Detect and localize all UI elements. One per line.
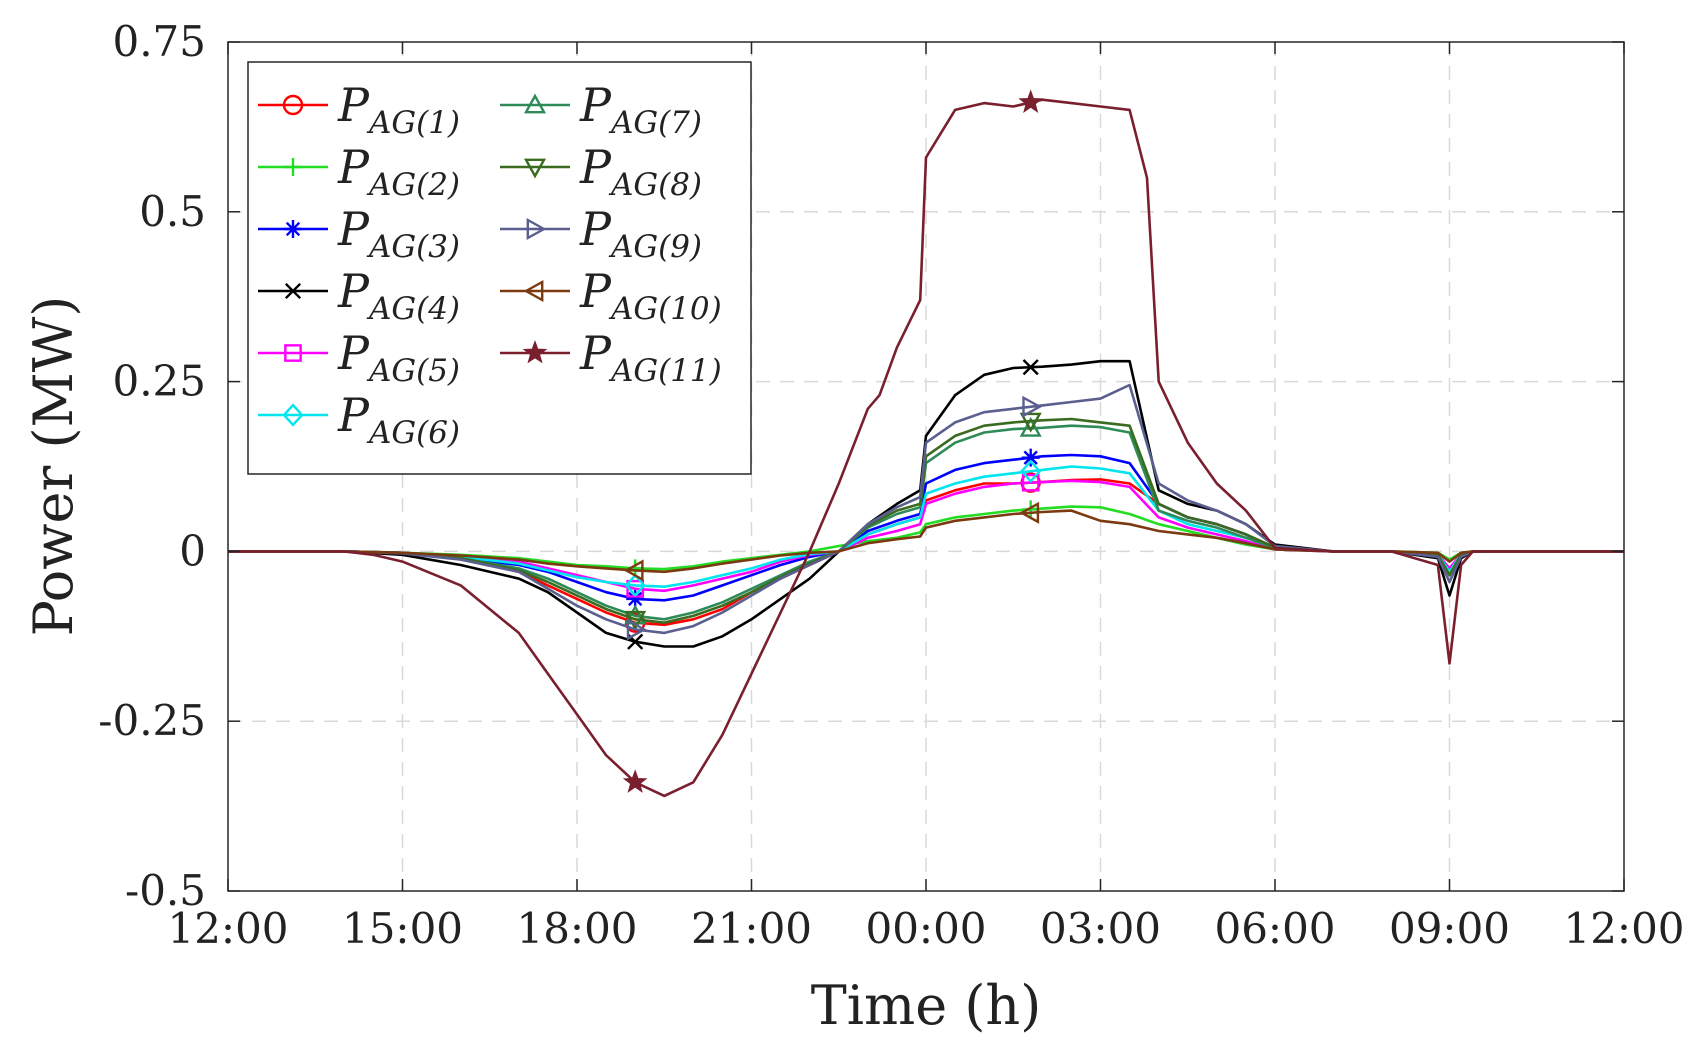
x-tick-label: 09:00: [1389, 904, 1510, 953]
y-tick-label: 0: [179, 526, 206, 575]
legend-marker: [282, 403, 304, 427]
legend-label-main: P: [579, 202, 612, 256]
legend-marker: [284, 158, 302, 176]
series-line: [228, 98, 1624, 798]
legend-marker: [523, 93, 547, 114]
legend-item: PAG(3): [258, 202, 460, 265]
legend-item: PAG(10): [500, 264, 722, 327]
legend-item: PAG(7): [500, 78, 702, 141]
x-axis-label: Time (h): [811, 974, 1042, 1037]
legend-label-main: P: [579, 264, 612, 318]
legend-label: PAG(3): [337, 202, 460, 265]
series-marker: [1021, 473, 1040, 492]
series-marker: [623, 559, 644, 582]
series-marker: [626, 589, 645, 608]
legend-label-sub: AG(9): [608, 229, 702, 265]
legend-label-main: P: [337, 264, 370, 318]
series-marker: [622, 769, 648, 793]
legend-marker: [284, 344, 302, 362]
series-ag-11: [228, 89, 1624, 798]
series-marker: [624, 610, 647, 631]
legend-label-main: P: [337, 78, 370, 132]
legend-item: PAG(6): [258, 388, 460, 451]
legend-label: PAG(9): [579, 202, 702, 265]
series-marker: [1022, 395, 1043, 418]
legend-marker: [523, 158, 547, 179]
series-marker: [1019, 416, 1042, 437]
legend-label: PAG(4): [337, 264, 460, 327]
legend-marker: [523, 279, 544, 303]
y-tick-label: 0.25: [112, 357, 206, 406]
legend-label-main: P: [337, 140, 370, 194]
legend-marker: [526, 217, 547, 241]
legend-item: PAG(8): [500, 140, 702, 203]
x-tick-label: 15:00: [342, 904, 463, 953]
legend-label-main: P: [579, 78, 612, 132]
legend-label-sub: AG(11): [608, 353, 722, 389]
ticks: 12:00 15:00 18:00 21:00 00:00 03:00 06:00 09:00…: [98, 17, 1684, 953]
series-layer: [228, 89, 1624, 798]
legend-label-sub: AG(8): [608, 167, 702, 203]
series-marker: [1021, 500, 1040, 519]
y-tick-label: 0.5: [139, 187, 206, 236]
legend-box: [247, 61, 752, 475]
legend-marker: [284, 282, 302, 300]
legend-item: PAG(5): [258, 326, 460, 389]
legend-label: PAG(10): [579, 264, 722, 327]
x-tick-label: 03:00: [1040, 904, 1161, 953]
x-tick-label: 12:00: [167, 904, 288, 953]
legend-item: PAG(1): [258, 78, 460, 141]
x-tick-label: 12:00: [1563, 904, 1684, 953]
y-tick-label: 0.75: [112, 17, 206, 66]
legend-label-sub: AG(2): [366, 167, 460, 203]
x-tick-label: 00:00: [865, 904, 986, 953]
legend-label-main: P: [579, 140, 612, 194]
legend-label-sub: AG(3): [366, 229, 460, 265]
series-marker: [624, 604, 647, 625]
series-marker: [626, 618, 647, 641]
legend-marker: [284, 220, 302, 238]
legend-label-main: P: [337, 388, 370, 442]
legend-label-main: P: [579, 326, 612, 380]
series-marker: [1018, 89, 1044, 113]
legend-label: PAG(11): [579, 326, 722, 389]
legend-label-main: P: [337, 202, 370, 256]
series-marker: [1019, 412, 1042, 433]
series-marker: [624, 573, 646, 598]
legend-marker: [522, 339, 548, 364]
legend-label: PAG(8): [579, 140, 702, 203]
legend-item: PAG(4): [258, 264, 460, 327]
series-marker: [1019, 501, 1040, 524]
y-tick-label: -0.25: [98, 696, 206, 745]
legend-label: PAG(5): [337, 326, 460, 389]
legend-item: PAG(2): [258, 140, 460, 203]
legend-item: PAG(9): [500, 202, 702, 265]
x-tick-label: 06:00: [1214, 904, 1335, 953]
legend-item: PAG(11): [500, 326, 722, 389]
grid: [228, 42, 1624, 891]
y-axis-label: Power (MW): [22, 296, 85, 637]
x-tick-label: 18:00: [516, 904, 637, 953]
legend-label-main: P: [337, 326, 370, 380]
legend-label-sub: AG(10): [608, 291, 722, 327]
legend-label: PAG(1): [337, 78, 460, 141]
series-marker: [1022, 359, 1039, 376]
series-marker: [1020, 459, 1042, 483]
y-tick-label: -0.5: [125, 866, 206, 915]
legend-label: PAG(7): [579, 78, 702, 141]
legend-label-sub: AG(7): [608, 105, 702, 141]
legend: PAG(1)PAG(2)PAG(3)PAG(4)PAG(5)PAG(6)PAG(…: [247, 61, 752, 475]
legend-label: PAG(6): [337, 388, 460, 451]
legend-label-sub: AG(5): [366, 353, 460, 389]
series-marker: [1021, 448, 1040, 467]
legend-label-sub: AG(1): [366, 105, 460, 141]
legend-marker: [282, 94, 304, 116]
x-tick-label: 21:00: [691, 904, 812, 953]
legend-label-sub: AG(6): [366, 415, 460, 451]
legend-label: PAG(2): [337, 140, 460, 203]
legend-label-sub: AG(4): [366, 291, 460, 327]
